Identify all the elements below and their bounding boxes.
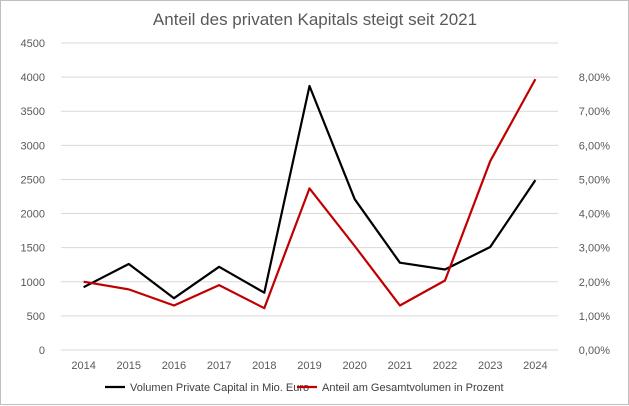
right-y-axis: 0,00% 1,00% 2,00% 3,00% 4,00% 5,00% 6,00% 7,00%… <box>579 72 610 357</box>
series-line-0 <box>83 84 537 300</box>
y-right-tick-label: 1,00% <box>579 311 610 323</box>
x-tick-label: 2024 <box>523 360 547 372</box>
y-right-tick-label: 2,00% <box>579 277 610 289</box>
legend: Volumen Private Capital in Mio. Euro Ante… <box>105 382 504 394</box>
x-tick-label: 2021 <box>388 360 412 372</box>
y-left-tick-label: 0 <box>39 345 45 357</box>
gridlines <box>61 42 558 351</box>
x-tick-label: 2015 <box>117 360 141 372</box>
y-left-tick-label: 2500 <box>21 174 45 186</box>
y-left-tick-label: 3000 <box>21 140 45 152</box>
y-left-tick-label: 4500 <box>21 38 45 50</box>
y-right-tick-label: 3,00% <box>579 243 610 255</box>
y-left-tick-label: 2000 <box>21 209 45 221</box>
x-tick-label: 2022 <box>433 360 457 372</box>
y-right-tick-label: 0,00% <box>579 345 610 357</box>
x-axis: 2014 2015 2016 2017 2018 2019 2020 2021 2022 2023… <box>71 360 547 372</box>
x-tick-label: 2019 <box>297 360 321 372</box>
x-tick-label: 2016 <box>162 360 186 372</box>
y-left-tick-label: 1000 <box>21 277 45 289</box>
y-left-tick-label: 500 <box>27 311 45 323</box>
x-tick-label: 2014 <box>71 360 95 372</box>
y-right-tick-label: 7,00% <box>579 106 610 118</box>
y-right-tick-label: 5,00% <box>579 174 610 186</box>
left-y-axis: 0 500 1000 1500 2000 2500 3000 3500 4000 4500 <box>21 38 45 357</box>
y-right-tick-label: 6,00% <box>579 140 610 152</box>
x-tick-label: 2017 <box>207 360 231 372</box>
legend-label: Anteil am Gesamtvolumen in Prozent <box>322 382 504 394</box>
y-right-tick-label: 8,00% <box>579 72 610 84</box>
series-lines <box>83 78 537 310</box>
x-tick-label: 2020 <box>342 360 366 372</box>
x-tick-label: 2023 <box>478 360 502 372</box>
y-left-tick-label: 3500 <box>21 106 45 118</box>
y-left-tick-label: 4000 <box>21 72 45 84</box>
y-right-tick-label: 4,00% <box>579 209 610 221</box>
legend-label: Volumen Private Capital in Mio. Euro <box>130 382 309 394</box>
x-tick-label: 2018 <box>252 360 276 372</box>
series-line-1 <box>83 78 537 310</box>
chart-title: Anteil des privaten Kapitals steigt seit… <box>153 10 477 29</box>
y-left-tick-label: 1500 <box>21 243 45 255</box>
